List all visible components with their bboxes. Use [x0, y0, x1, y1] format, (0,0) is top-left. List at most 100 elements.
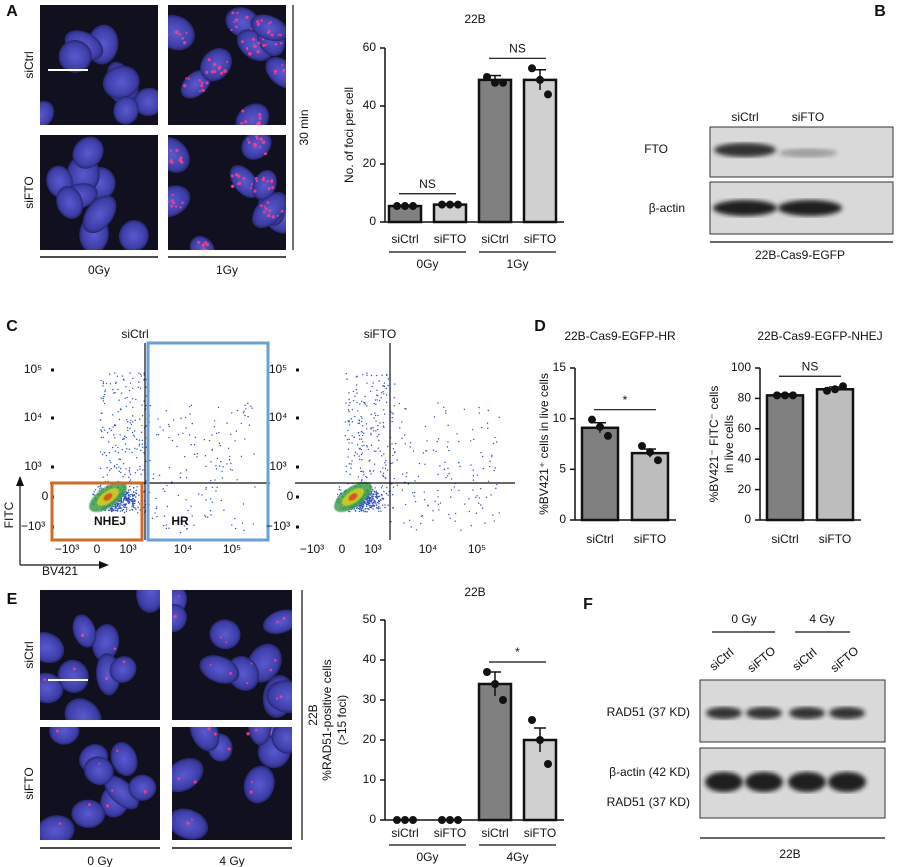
- event: [162, 429, 164, 431]
- event: [374, 412, 376, 414]
- event: [454, 520, 456, 522]
- event: [137, 512, 139, 514]
- data-point: [781, 391, 789, 400]
- event: [363, 505, 365, 507]
- event: [473, 438, 475, 441]
- event: [188, 434, 191, 436]
- event: [125, 510, 128, 512]
- event: [372, 504, 375, 506]
- event: [345, 470, 347, 473]
- event: [449, 517, 451, 519]
- x-tick-label: −10³: [300, 542, 324, 556]
- focus: [171, 193, 174, 197]
- significance: NS: [509, 41, 526, 55]
- event: [223, 509, 225, 511]
- focus: [204, 248, 208, 250]
- event: [381, 504, 384, 506]
- event: [124, 473, 126, 476]
- y-tick-label: 0: [369, 812, 376, 826]
- event: [472, 489, 474, 491]
- event: [392, 448, 395, 450]
- event: [348, 398, 350, 401]
- lane-label: siCtrl: [707, 645, 737, 673]
- event: [186, 527, 188, 530]
- event: [486, 422, 489, 424]
- event: [124, 506, 126, 509]
- event: [494, 467, 496, 469]
- row-label: siCtrl: [22, 51, 36, 78]
- event: [381, 374, 383, 377]
- event: [102, 381, 104, 383]
- event: [180, 520, 182, 522]
- event: [362, 424, 364, 427]
- event: [113, 392, 115, 394]
- event: [163, 515, 166, 517]
- micrograph: [172, 727, 292, 840]
- event: [114, 507, 116, 509]
- y-tick-label: 80: [738, 391, 752, 405]
- event: [124, 397, 126, 400]
- event: [112, 426, 114, 428]
- event: [369, 506, 372, 509]
- nucleus: [49, 727, 80, 745]
- nucleus: [252, 169, 277, 201]
- event: [481, 507, 484, 509]
- focus: [253, 189, 257, 193]
- event: [385, 464, 387, 466]
- event: [124, 451, 127, 453]
- side-label: 30 min: [297, 109, 311, 145]
- event: [117, 388, 119, 391]
- panel-label: C: [6, 318, 18, 335]
- event: [215, 465, 217, 467]
- event: [104, 389, 107, 391]
- event: [351, 460, 353, 462]
- event: [405, 503, 407, 506]
- event: [374, 414, 377, 417]
- event: [365, 475, 367, 478]
- focus: [246, 138, 250, 141]
- event: [93, 491, 95, 493]
- nucleus: [168, 136, 190, 173]
- focus: [232, 21, 235, 24]
- event: [374, 399, 377, 401]
- event: [155, 507, 158, 510]
- event: [490, 494, 492, 496]
- event: [392, 507, 394, 509]
- event: [132, 497, 134, 500]
- event: [106, 474, 108, 476]
- event: [391, 416, 394, 419]
- event: [126, 396, 128, 399]
- event: [393, 451, 396, 454]
- event: [376, 399, 378, 401]
- data-point: [544, 760, 552, 768]
- event: [131, 421, 134, 423]
- event: [123, 503, 125, 506]
- event: [126, 448, 128, 450]
- focus: [187, 77, 190, 80]
- y-tick-label: 30: [363, 692, 377, 706]
- event: [194, 436, 197, 439]
- event: [173, 419, 175, 421]
- focus: [279, 33, 282, 36]
- chart-title: 22B: [464, 12, 485, 26]
- y-tick-label: 0: [369, 214, 376, 228]
- event: [365, 428, 368, 430]
- event: [364, 395, 366, 398]
- event: [128, 501, 131, 503]
- event: [379, 450, 381, 452]
- event: [154, 512, 156, 514]
- event: [133, 430, 136, 432]
- event: [235, 430, 238, 432]
- event: [370, 413, 372, 416]
- row-label: siFTO: [22, 176, 36, 208]
- event: [193, 524, 195, 527]
- event: [384, 506, 386, 509]
- nuclei: [40, 727, 157, 840]
- event: [355, 384, 358, 386]
- event: [376, 394, 379, 397]
- nuclei: [168, 7, 286, 125]
- band-label: β-actin: [649, 201, 685, 215]
- event: [347, 448, 350, 451]
- event: [367, 508, 369, 510]
- focus: [273, 69, 278, 73]
